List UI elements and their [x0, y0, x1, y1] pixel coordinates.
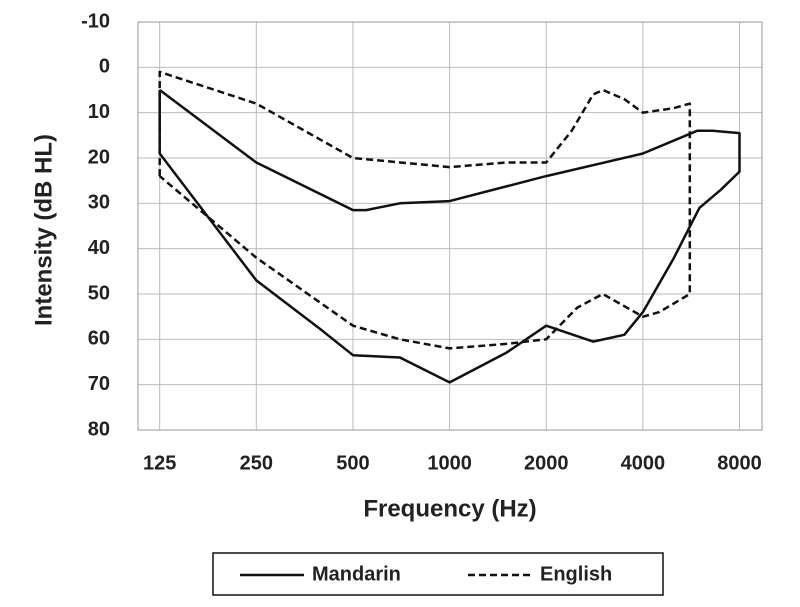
y-tick-label: -10 — [81, 10, 110, 32]
x-tick-label: 8000 — [717, 452, 762, 474]
x-axis-title: Frequency (Hz) — [363, 495, 536, 522]
y-tick-label: 10 — [88, 101, 110, 123]
x-tick-label: 125 — [143, 452, 176, 474]
y-tick-label: 60 — [88, 328, 110, 350]
series-line — [158, 70, 692, 350]
x-tick-label: 500 — [336, 452, 369, 474]
x-tick-label: 4000 — [621, 452, 666, 474]
y-tick-label: 30 — [88, 192, 110, 214]
y-tick-label: 70 — [88, 373, 110, 395]
series-line — [158, 89, 741, 384]
y-tick-label: 0 — [99, 56, 110, 78]
y-tick-label: 80 — [88, 418, 110, 440]
x-tick-label: 250 — [240, 452, 273, 474]
y-tick-label: 40 — [88, 237, 110, 259]
legend: Mandarin English — [240, 563, 612, 585]
y-tick-label: 50 — [88, 282, 110, 304]
plot-frame — [137, 21, 763, 431]
legend-label: English — [540, 563, 612, 585]
marks — [158, 70, 741, 384]
y-axis-title: Intensity (dB HL) — [30, 134, 57, 326]
x-tick-label: 2000 — [524, 452, 569, 474]
y-tick-label: 20 — [88, 146, 110, 168]
x-tick-label: 1000 — [427, 452, 472, 474]
legend-label: Mandarin — [312, 563, 401, 585]
